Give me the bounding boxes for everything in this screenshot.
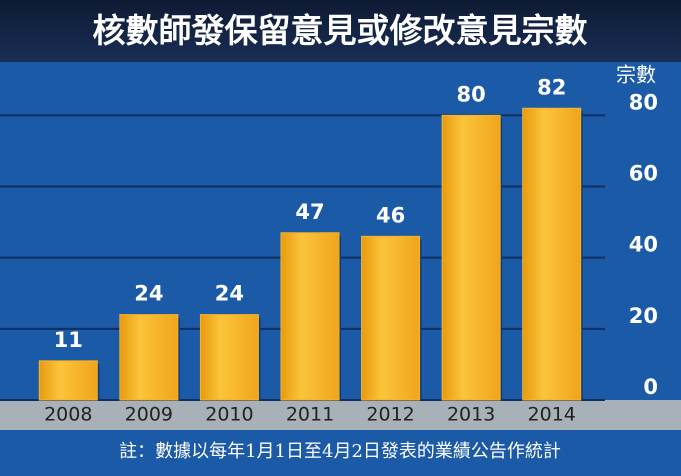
y-tick-label: 80 bbox=[629, 90, 658, 114]
value-label: 82 bbox=[537, 75, 566, 99]
bar bbox=[361, 235, 421, 401]
x-axis-band bbox=[0, 400, 681, 430]
y-tick-label: 40 bbox=[629, 233, 658, 257]
value-label: 46 bbox=[376, 203, 405, 227]
x-tick-label: 2008 bbox=[44, 404, 92, 426]
value-label: 11 bbox=[54, 328, 83, 352]
bar bbox=[38, 360, 98, 401]
value-label: 24 bbox=[134, 282, 163, 306]
y-tick-label: 60 bbox=[629, 162, 658, 186]
title-bar bbox=[0, 0, 681, 62]
y-tick-label: 20 bbox=[629, 304, 658, 328]
value-label: 80 bbox=[457, 82, 486, 106]
bar bbox=[199, 314, 259, 401]
x-tick-label: 2013 bbox=[447, 404, 495, 426]
x-tick-label: 2014 bbox=[528, 404, 576, 426]
x-tick-label: 2011 bbox=[286, 404, 334, 426]
chart-title: 核數師發保留意見或修改意見宗數 bbox=[93, 11, 588, 50]
y-axis-label: 宗數 bbox=[616, 63, 656, 87]
footnote: 註：數據以每年1月1日至4月2日發表的業績公告作統計 bbox=[119, 441, 561, 462]
bar bbox=[280, 232, 340, 401]
y-tick-label: 0 bbox=[643, 375, 658, 399]
bar bbox=[119, 314, 179, 401]
bar bbox=[522, 107, 582, 401]
value-label: 47 bbox=[295, 200, 324, 224]
x-tick-label: 2009 bbox=[125, 404, 173, 426]
x-tick-label: 2012 bbox=[366, 404, 414, 426]
x-tick-label: 2010 bbox=[205, 404, 253, 426]
value-label: 24 bbox=[215, 282, 244, 306]
bar bbox=[441, 114, 501, 401]
